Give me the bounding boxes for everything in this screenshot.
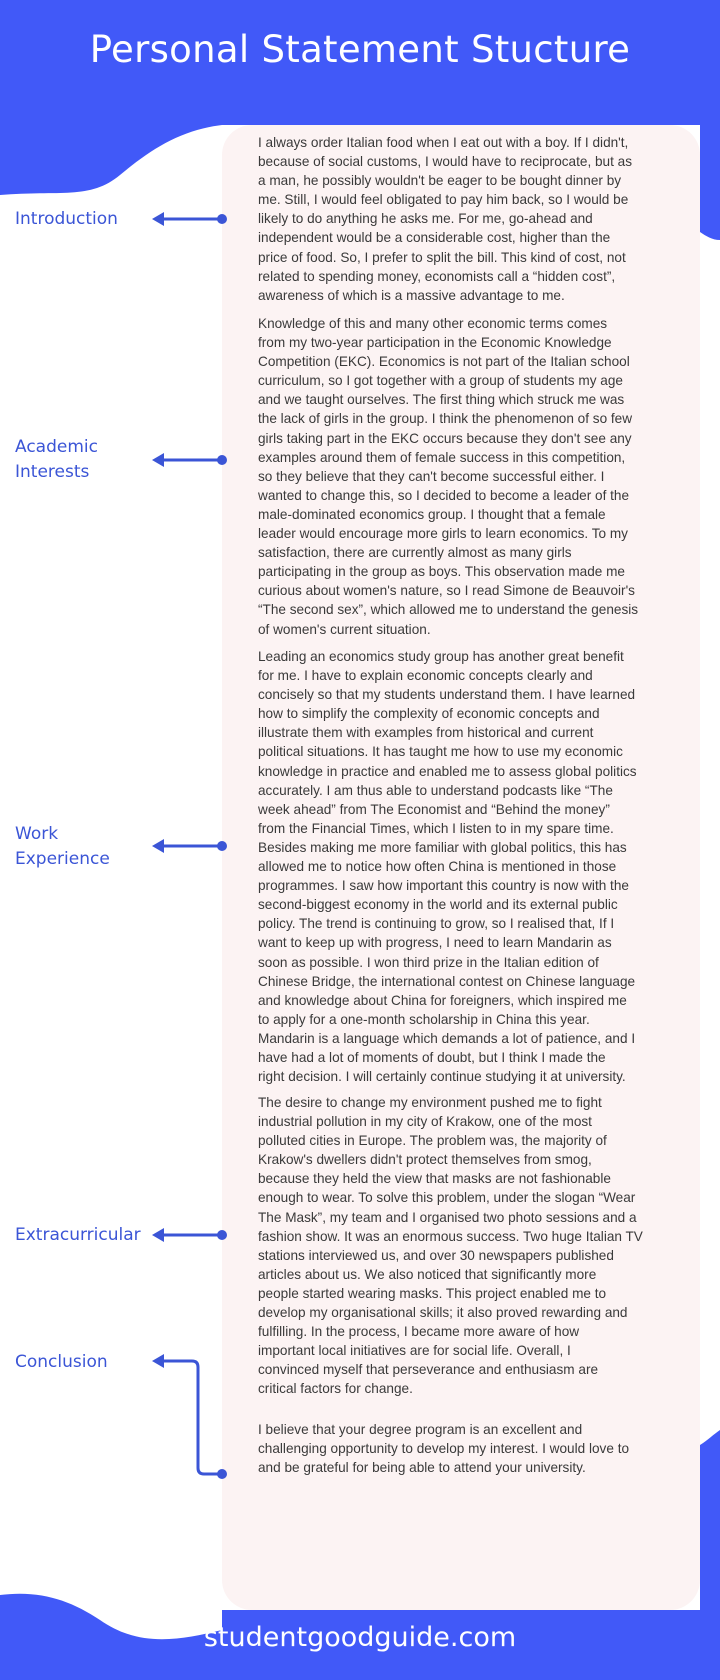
- arrow-academic-interests-icon: [152, 453, 227, 467]
- text-line: stations interviewed us, and over 30 new…: [258, 1247, 614, 1263]
- text-line: related to spending money, economists ca…: [258, 268, 616, 284]
- text-line: “The second sex”, which allowed me to un…: [258, 602, 639, 618]
- text-line: critical factors for change.: [258, 1381, 413, 1397]
- text-line: I always order Italian food when I eat o…: [258, 135, 629, 150]
- text-line: political situations. It has taught me h…: [258, 744, 623, 760]
- text-line: leader would encourage more girls to lea…: [258, 526, 628, 542]
- text-line: challenging opportunity to develop my in…: [258, 1441, 630, 1457]
- label-introduction: Introduction: [15, 209, 118, 229]
- text-line: illustrate them with examples from histo…: [258, 725, 594, 741]
- text-line: The desire to change my environment push…: [258, 1095, 602, 1110]
- text-line: the lack of girls in the group. I think …: [258, 411, 633, 427]
- text-line: programmes. I saw how important this cou…: [258, 878, 629, 894]
- text-line: price of food. So, I prefer to split the…: [258, 249, 626, 265]
- text-line: polluted cities in Europe. The problem w…: [258, 1133, 607, 1149]
- arrow-introduction-icon: [152, 212, 227, 226]
- text-line: enough to wear. To solve this problem, u…: [258, 1190, 636, 1206]
- text-line: right decision. I will certainly continu…: [258, 1069, 626, 1085]
- arrow-work-experience-icon: [152, 839, 227, 853]
- text-line: Knowledge of this and many other economi…: [258, 316, 608, 331]
- text-line: and we taught ourselves. The first thing…: [258, 392, 625, 408]
- text-line: girls taking part in the EKC occurs beca…: [258, 430, 632, 446]
- text-line: awareness of which is a massive advantag…: [258, 287, 565, 303]
- text-line: important local initiatives are for soci…: [258, 1343, 571, 1359]
- text-line: for me. I have to explain economic conce…: [258, 668, 593, 684]
- text-line: wanted to change this, so I decided to b…: [258, 487, 630, 503]
- text-line: concisely so that my students understand…: [258, 687, 636, 703]
- arrow-conclusion-icon: [152, 1354, 227, 1479]
- text-line: second-biggest economy in the world and …: [258, 897, 618, 913]
- text-line: and be grateful for being able to attend…: [258, 1460, 586, 1476]
- text-line: I believe that your degree program is an…: [258, 1422, 583, 1437]
- text-line: to apply for a one-month scholarship in …: [258, 1011, 590, 1027]
- footer-website: studentgoodguide.com: [203, 1622, 517, 1653]
- text-line: because they held the view that masks ar…: [258, 1171, 611, 1187]
- text-line: and knowledge about China for foreigners…: [258, 992, 627, 1008]
- label-academic-interests: Academic Interests: [15, 437, 98, 482]
- text-line: people started wearing masks. This proje…: [258, 1285, 607, 1301]
- text-line: week ahead” from The Economist and “Behi…: [258, 801, 610, 817]
- text-line: from the Financial Times, which I listen…: [258, 820, 614, 836]
- text-line: from my two-year participation in the Ec…: [258, 335, 612, 351]
- page-title: Personal Statement Stucture: [89, 28, 631, 71]
- label-work-experience: Work Experience: [15, 824, 110, 869]
- text-line: independent would be a considerable cost…: [258, 230, 611, 246]
- text-line: curious about women's nature, so I read …: [258, 583, 635, 599]
- text-line: Chinese Bridge, the international contes…: [258, 973, 636, 989]
- text-line: fulfilling. In the process, I became mor…: [258, 1324, 580, 1340]
- text-line: knowledge in practice and enabled me to …: [258, 763, 637, 779]
- statement-card: [222, 125, 700, 1610]
- text-line: satisfaction, there are currently almost…: [258, 545, 572, 561]
- text-line: want to keep up with progress, I need to…: [258, 935, 612, 951]
- text-line: have had a lot of moments of doubt, but …: [258, 1049, 606, 1065]
- text-line: so they believe that they can't become s…: [258, 468, 605, 484]
- text-line: male-dominated economics group. I though…: [258, 506, 606, 522]
- text-line: of women's current situation.: [258, 621, 431, 637]
- text-line: Mandarin is a language which demands a l…: [258, 1030, 636, 1046]
- text-line: a man, he possibly wouldn't be eager to …: [258, 173, 622, 189]
- text-line: Competition (EKC). Economics is not part…: [258, 354, 630, 370]
- paragraph-conclusion: I believe that your degree program is an…: [258, 1420, 629, 1477]
- text-line: Leading an economics study group has ano…: [258, 649, 624, 664]
- text-line: Besides making me more familiar with glo…: [258, 839, 627, 855]
- text-line: how to simplify the complexity of econom…: [258, 706, 600, 722]
- text-line: likely to do anything he asks me. For me…: [258, 211, 593, 227]
- text-line: The Mask”, my team and I organised two p…: [258, 1209, 637, 1225]
- label-conclusion: Conclusion: [15, 1352, 108, 1372]
- text-line: Krakow's dwellers didn't protect themsel…: [258, 1152, 592, 1168]
- text-line: participating in the group as boys. This…: [258, 564, 625, 580]
- text-line: develop my organisational skills; it als…: [258, 1305, 628, 1321]
- text-line: examples around them of female success i…: [258, 449, 626, 465]
- text-line: me. Still, I would feel obligated to pay…: [258, 192, 629, 208]
- paragraph-work-experience: Leading an economics study group has ano…: [258, 647, 637, 1086]
- text-line: policy. The trend is continuing to grow,…: [258, 916, 615, 932]
- paragraph-introduction: I always order Italian food when I eat o…: [258, 133, 632, 305]
- paragraph-academic-interests: Knowledge of this and many other economi…: [258, 314, 638, 639]
- text-line: articles about us. We also noticed that …: [258, 1266, 597, 1282]
- text-line: convinced myself that perseverance and e…: [258, 1362, 599, 1378]
- text-line: accurately. I am thus able to understand…: [258, 782, 613, 798]
- text-line: curriculum, so I got together with a gro…: [258, 373, 623, 389]
- label-extracurricular: Extracurricular: [15, 1225, 141, 1245]
- text-line: allowed me to notice how often China is …: [258, 859, 617, 875]
- text-line: industrial pollution in my city of Krako…: [258, 1114, 592, 1130]
- text-line: because of social customs, I would have …: [258, 154, 633, 170]
- text-line: fashion show. It was an enormous success…: [258, 1228, 643, 1244]
- paragraph-extracurricular: The desire to change my environment push…: [258, 1093, 643, 1399]
- arrow-extracurricular-icon: [152, 1228, 227, 1242]
- text-line: soon as possible. I won third prize in t…: [258, 954, 599, 970]
